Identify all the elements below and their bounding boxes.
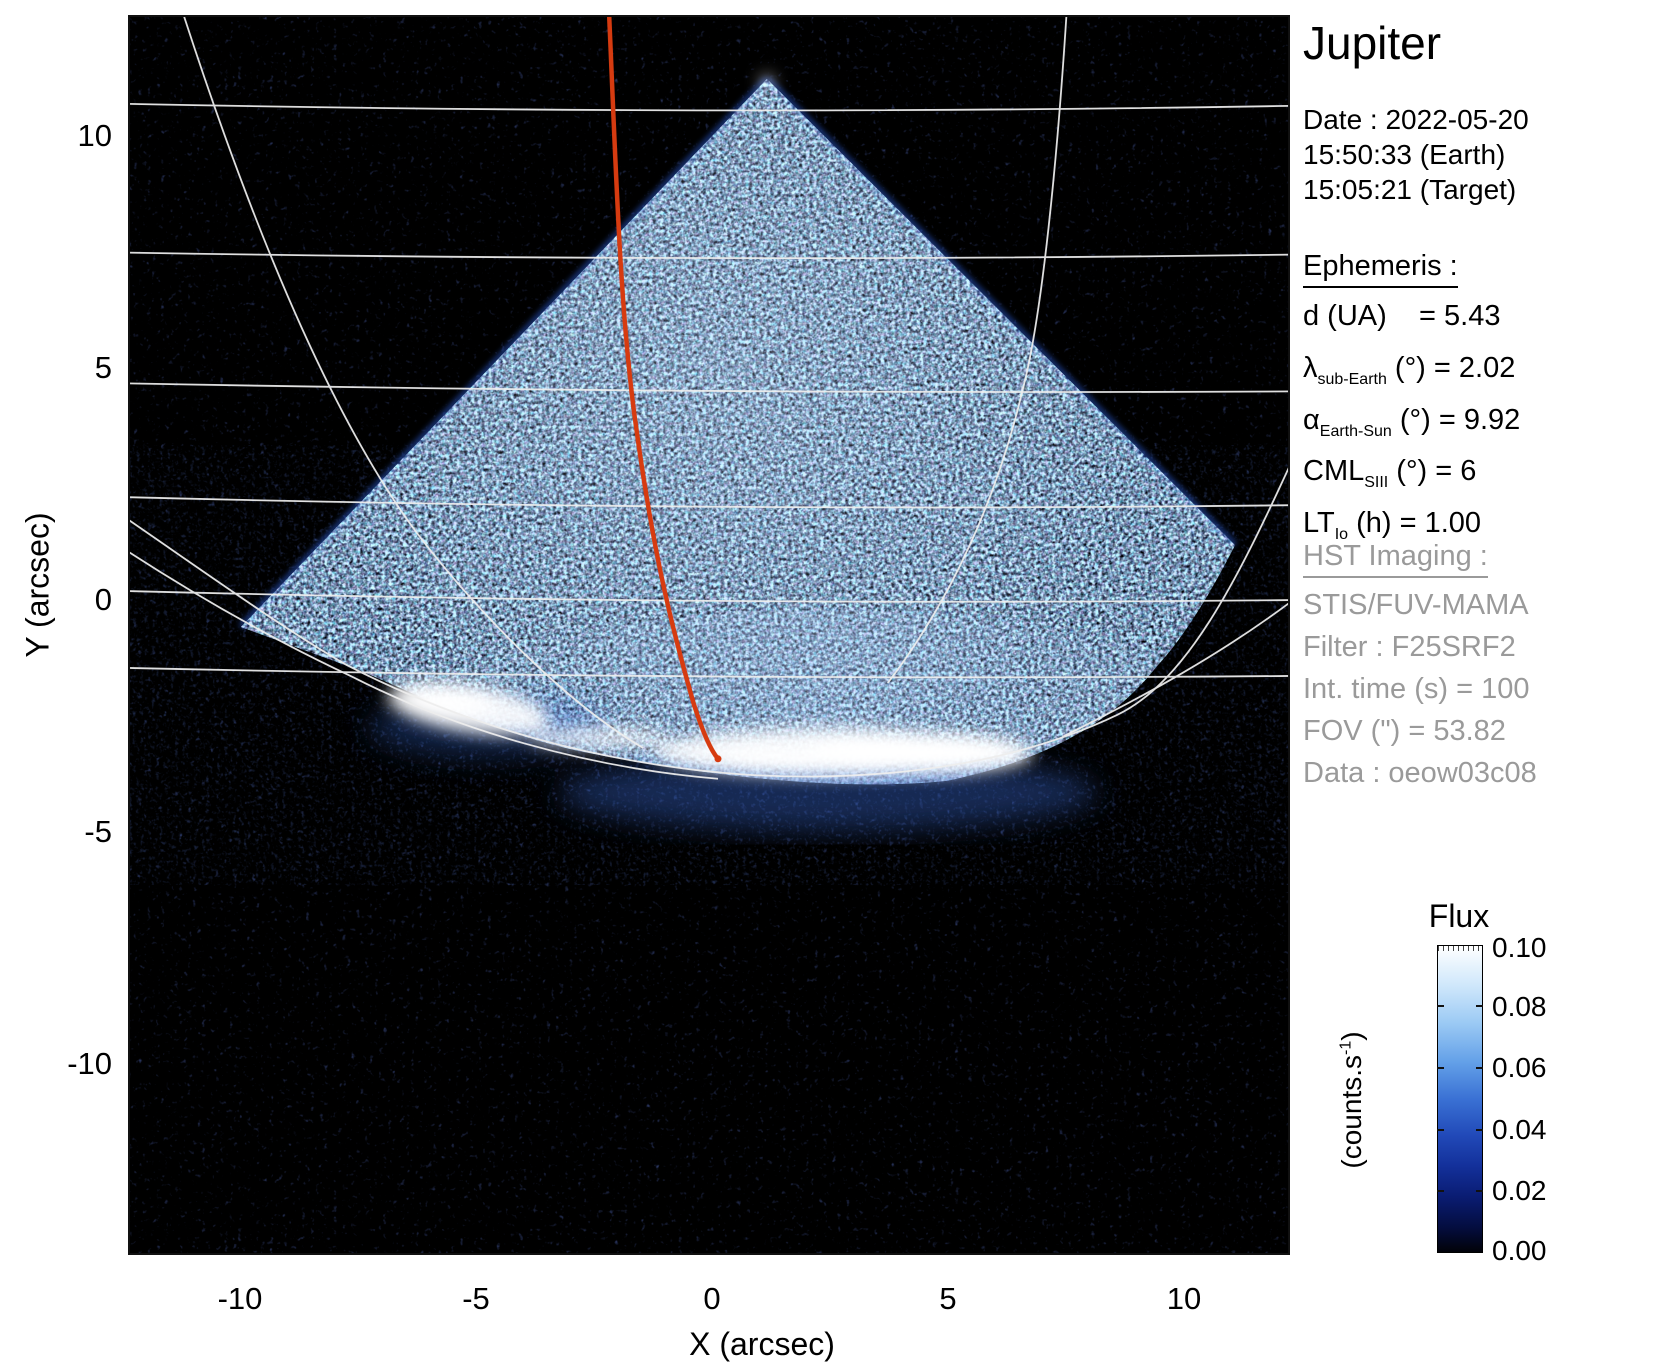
date-line: Date : 2022-05-20: [1303, 104, 1529, 135]
time-earth-line: 15:50:33 (Earth): [1303, 139, 1506, 170]
y-axis-title: Y (arcsec): [19, 512, 56, 658]
x-tick-label: 0: [703, 1281, 721, 1316]
time-target-line: 15:05:21 (Target): [1303, 174, 1517, 205]
hst-fov-line: FOV (") = 53.82: [1303, 715, 1506, 747]
limb-line: [129, 466, 1289, 778]
ephemeris-table: d (UA) = 5.43 λsub-Earth (°) = 2.02 αEar…: [1303, 296, 1520, 555]
colorbar-title: Flux: [1428, 898, 1490, 934]
y-tick-label: -5: [84, 814, 112, 849]
colorbar-tick-label: 0.02: [1492, 1175, 1547, 1206]
x-tick-label: 10: [1166, 1281, 1202, 1316]
colorbar-tick: [1437, 1005, 1444, 1007]
ephemeris-row-distance: d (UA) = 5.43: [1303, 300, 1501, 332]
ephemeris-row-cml: CMLSIII (°) = 6: [1303, 455, 1477, 492]
latitude-line: [129, 251, 1289, 260]
hst-int-time-line: Int. time (s) = 100: [1303, 673, 1530, 705]
x-tick-label: -5: [462, 1281, 490, 1316]
colorbar-tick: [1476, 1129, 1483, 1131]
y-tick-label: -10: [67, 1046, 112, 1081]
image-plot-area: [128, 15, 1290, 1255]
y-tick-label: 0: [94, 582, 112, 617]
latitude-line: [129, 590, 1289, 603]
colorbar-tick: [1437, 1067, 1444, 1069]
x-tick-label: -10: [217, 1281, 263, 1316]
y-tick-label: 5: [94, 350, 112, 385]
colorbar-tick-label: 0.10: [1492, 932, 1547, 963]
aurora-main-emission: [387, 75, 1033, 776]
hst-data-id-line: Data : oeow03c08: [1303, 757, 1537, 789]
latitude-line: [129, 382, 1289, 393]
meridian-line: [886, 16, 1068, 684]
red-track-curve: [606, 16, 722, 763]
colorbar-tick-label: 0.00: [1492, 1235, 1547, 1266]
ephemeris-heading: Ephemeris :: [1303, 250, 1458, 288]
colorbar-minor-ticks: [1438, 946, 1482, 951]
ephemeris-row-alpha: αEarth-Sun (°) = 9.92: [1303, 403, 1521, 440]
plot-frame: [129, 16, 1289, 1254]
meridian-line: [183, 16, 644, 749]
colorbar-tick: [1476, 1190, 1483, 1192]
colorbar-tick: [1437, 1190, 1444, 1192]
latitude-line: [129, 667, 1289, 679]
page-title: Jupiter: [1303, 17, 1442, 69]
colorbar-tick-label: 0.04: [1492, 1114, 1547, 1145]
observation-datetime: Date : 2022-05-20 15:50:33 (Earth) 15:05…: [1303, 102, 1529, 207]
x-tick-label: 5: [939, 1281, 957, 1316]
colorbar-tick-label: 0.08: [1492, 991, 1547, 1022]
colorbar-unit-label: (counts.s-1): [1336, 1031, 1367, 1169]
planet-graticule: [129, 16, 1289, 780]
limb-line-inner: [129, 551, 719, 780]
x-axis-title: X (arcsec): [689, 1326, 835, 1362]
hst-imaging-table: STIS/FUV-MAMA Filter : F25SRF2 Int. time…: [1303, 584, 1537, 794]
limb-line-inner-right: [1061, 602, 1289, 738]
ephemeris-row-lt-io: LTIo (h) = 1.00: [1303, 507, 1482, 543]
hst-instrument-line: STIS/FUV-MAMA: [1303, 589, 1529, 621]
jupiter-fuv-image: [129, 16, 1289, 1254]
hst-imaging-heading: HST Imaging :: [1303, 540, 1488, 578]
hst-filter-line: Filter : F25SRF2: [1303, 631, 1516, 663]
y-tick-label: 10: [77, 118, 112, 153]
flux-colorbar: [1437, 945, 1483, 1253]
latitude-line: [129, 496, 1289, 509]
colorbar-tick: [1476, 1005, 1483, 1007]
colorbar-tick: [1437, 1129, 1444, 1131]
colorbar-tick: [1476, 1067, 1483, 1069]
ephemeris-row-lambda: λsub-Earth (°) = 2.02: [1303, 351, 1516, 388]
colorbar-tick-label: 0.06: [1492, 1052, 1547, 1083]
latitude-line: [129, 102, 1289, 112]
